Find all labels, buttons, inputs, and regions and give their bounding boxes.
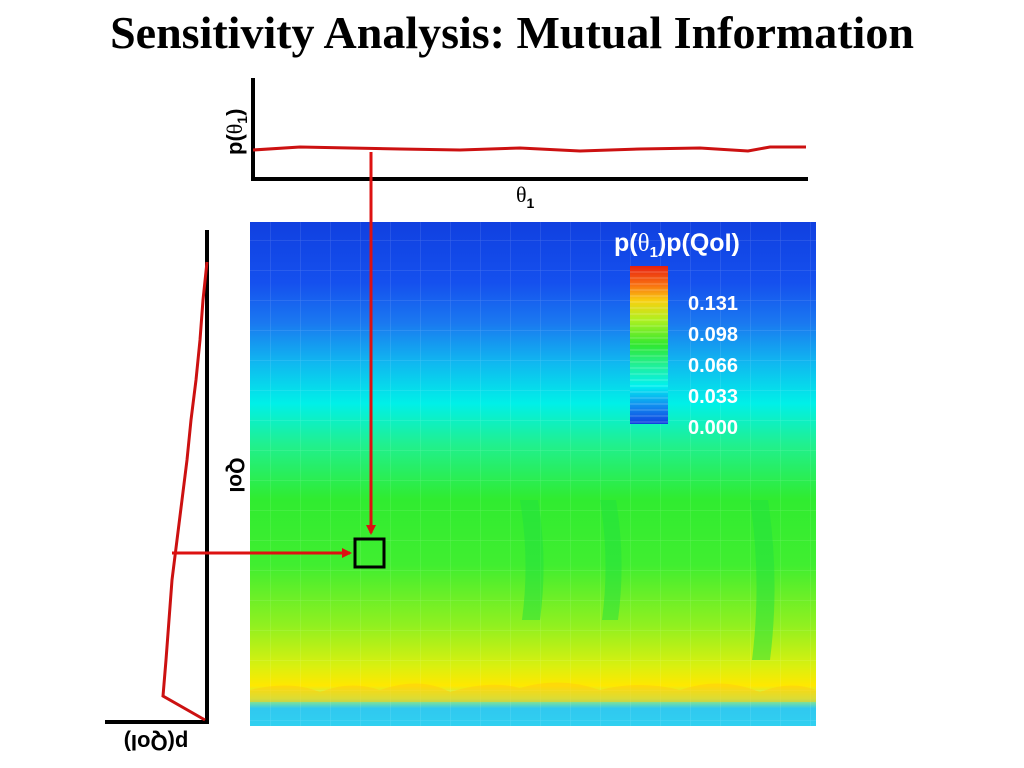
colorbar-tick-label: 0.066 <box>688 355 738 377</box>
heatmap-ridge <box>600 500 622 620</box>
colorbar-levels <box>630 271 668 423</box>
top-marginal-plot: p(θ1) θ1 <box>222 78 808 211</box>
colorbar-tick-label: 0.131 <box>688 293 738 315</box>
projection-arrows <box>172 152 386 569</box>
theta1-density-curve <box>252 145 806 153</box>
heatmap-peak-band <box>250 682 816 702</box>
colorbar-tick-label: 0.000 <box>688 417 738 439</box>
top-x-axis-label: θ1 <box>516 182 535 211</box>
left-marginal-plot: QoI p(QoI) <box>105 230 248 755</box>
top-y-axis-label: p(θ1) <box>222 109 250 155</box>
selection-box <box>353 537 386 569</box>
left-y-axis-label: QoI <box>225 458 248 493</box>
qoi-density-curve <box>161 261 209 722</box>
colorbar-tick-label: 0.098 <box>688 324 738 346</box>
joint-density-heatmap <box>250 222 816 726</box>
colorbar-scale <box>630 266 668 424</box>
colorbar-title: p(θ1)p(QoI) <box>614 229 740 261</box>
heatmap-ridge <box>750 500 775 660</box>
colorbar-tick-label: 0.033 <box>688 386 738 408</box>
colorbar: p(θ1)p(QoI) 0.131 0.098 0.066 0.033 0.00… <box>614 229 740 439</box>
heatmap-ridge <box>520 500 544 620</box>
heatmap-grid <box>250 222 816 726</box>
left-x-axis-label: p(QoI) <box>124 730 189 755</box>
page-title: Sensitivity Analysis: Mutual Information <box>110 7 914 58</box>
